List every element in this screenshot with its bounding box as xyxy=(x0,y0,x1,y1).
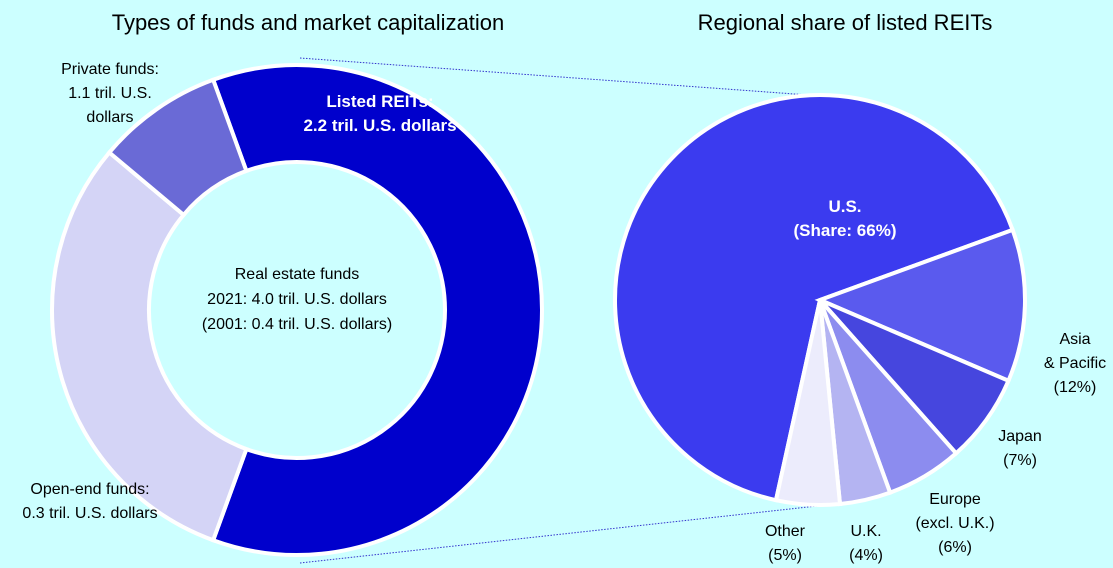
slice-label: Open-end funds: xyxy=(30,481,150,498)
slice xyxy=(814,227,1027,384)
slice-label: Europe (excl. U.K.) xyxy=(915,491,995,532)
slice-label: U.S. xyxy=(828,197,862,216)
value-label: (12%) xyxy=(1053,379,1097,396)
slice-label: Japan xyxy=(998,428,1042,445)
slice-label: Other xyxy=(764,523,805,540)
slice xyxy=(773,299,843,507)
slice-label: Listed REITs: xyxy=(326,92,434,111)
annotation: 2021: 4.0 tril. U.S. dollars xyxy=(207,291,387,308)
value-label: 1.1 tril. U.S. dollars xyxy=(68,85,152,126)
value-label: 0.3 tril. U.S. dollars xyxy=(22,505,158,522)
connector xyxy=(299,57,823,97)
slice-label: U.K. xyxy=(850,523,882,540)
slice xyxy=(50,149,249,543)
value-label: (5%) xyxy=(768,547,802,564)
slice-label: Private funds: xyxy=(61,61,159,78)
annotation: Real estate funds xyxy=(234,266,360,283)
slice xyxy=(210,63,544,557)
chart-title: Types of funds and market capitalization xyxy=(111,10,505,35)
value-label: (Share: 66%) xyxy=(793,221,897,240)
slice xyxy=(106,77,249,218)
value-label: (7%) xyxy=(1003,452,1037,469)
annotation: (2001: 0.4 tril. U.S. dollars) xyxy=(201,316,393,333)
slice-label: Asia & Pacific xyxy=(1043,331,1107,372)
connector xyxy=(299,504,827,564)
chart-title: Regional share of listed REITs xyxy=(697,10,993,35)
value-label: 2.2 tril. U.S. dollars xyxy=(303,116,457,135)
value-label: (6%) xyxy=(938,539,972,556)
slice xyxy=(613,93,1016,503)
value-label: (4%) xyxy=(849,547,883,564)
